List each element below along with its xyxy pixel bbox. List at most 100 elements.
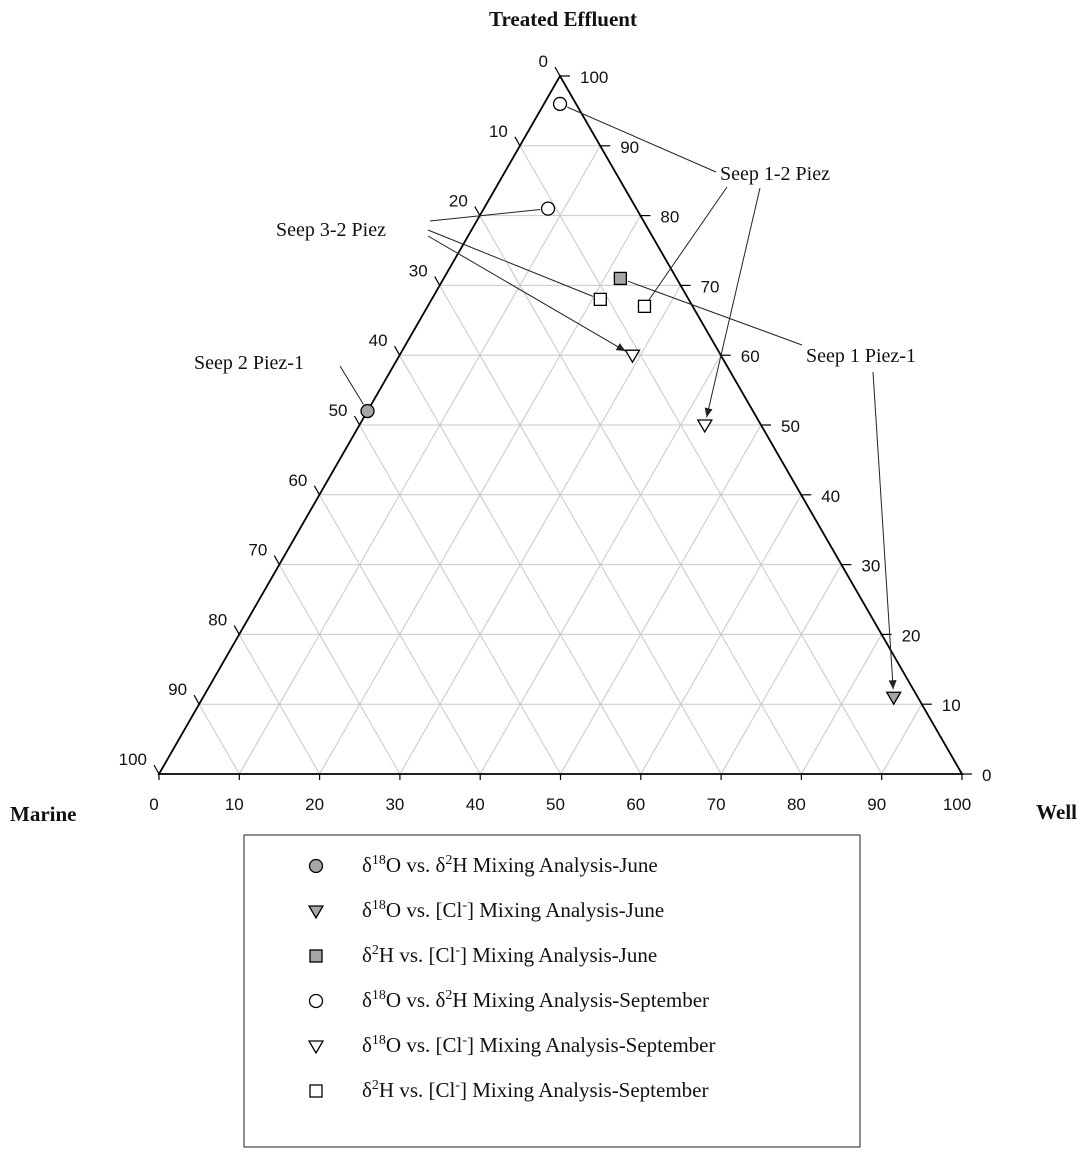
annotation-seep-1-2: Seep 1-2 Piez: [720, 163, 830, 185]
grid-line-well: [720, 564, 842, 775]
leader-line: [648, 186, 728, 301]
grid-line-well: [881, 703, 923, 775]
legend-marker-0: [308, 858, 324, 874]
legend-label-1: δ18O vs. [Cl-] Mixing Analysis-June: [362, 898, 664, 922]
grid-line-well: [640, 494, 802, 775]
tick-label-left: 40: [369, 331, 388, 350]
grid-lines: [198, 145, 923, 775]
tick-label-right: 100: [580, 68, 608, 87]
leader-arrowhead: [704, 407, 713, 418]
legend-label-0: δ18O vs. δ2H Mixing Analysis-June: [362, 853, 658, 877]
tick-left: [233, 625, 240, 635]
tick-label-left: 60: [288, 471, 307, 490]
tick-left: [153, 764, 160, 775]
tick-label-left: 50: [329, 401, 348, 420]
tick-label-right: 30: [861, 557, 880, 576]
data-point-series-3: [540, 201, 556, 216]
tick-label-bottom: 10: [225, 795, 244, 814]
leader-line: [627, 280, 803, 346]
tick-left: [394, 345, 401, 356]
tick-label-bottom: 50: [546, 795, 565, 814]
tick-label-bottom: 30: [385, 795, 404, 814]
data-point-series-2: [613, 271, 628, 286]
tick-left: [554, 66, 561, 77]
axis-ticks: 0 0 0 10 10 10 20 20 20 30 30 30 40 40 40 50 50 50 60 60 60 7…: [119, 52, 992, 814]
tick-label-right: 40: [821, 487, 840, 506]
grid-line-well: [800, 634, 883, 775]
tick-left: [273, 555, 280, 565]
legend-label-2: δ2H vs. [Cl-] Mixing Analysis-June: [362, 943, 657, 967]
legend-marker-5: [309, 1084, 323, 1098]
tick-left: [434, 276, 441, 286]
tick-label-right: 70: [701, 277, 720, 296]
leader-line: [706, 187, 761, 418]
tick-left: [313, 485, 320, 496]
grid-line-marine: [439, 285, 722, 775]
tick-label-left: 100: [119, 750, 147, 769]
data-point-series-3: [552, 96, 568, 112]
tick-label-right: 10: [942, 696, 961, 715]
legend-label-3: δ18O vs. δ2H Mixing Analysis-September: [362, 988, 709, 1012]
leader-line: [339, 365, 364, 405]
grid-line-marine: [198, 703, 240, 775]
data-point-series-0: [360, 403, 375, 419]
tick-label-left: 80: [208, 610, 227, 629]
tick-label-right: 90: [620, 138, 639, 157]
tick-label-left: 30: [409, 261, 428, 280]
tick-left: [474, 206, 481, 216]
annotation-labels: Seep 1-2 Piez Seep 3-2 Piez Seep 2 Piez-…: [194, 163, 916, 374]
grid-line-marine: [238, 634, 321, 775]
grid-line-well: [238, 145, 601, 775]
tick-label-left: 10: [489, 122, 508, 141]
legend-marker-4: [307, 1040, 325, 1055]
grid-line-well: [560, 424, 762, 775]
tick-label-bottom: 90: [867, 795, 886, 814]
leader-line: [427, 229, 594, 297]
leader-arrowhead: [615, 343, 626, 352]
legend-label-4: δ18O vs. [Cl-] Mixing Analysis-September: [362, 1033, 716, 1057]
tick-label-right: 0: [982, 766, 991, 785]
top-axis-label: Treated Effluent: [489, 7, 637, 31]
left-axis-label: Marine: [10, 802, 76, 826]
tick-label-right: 20: [902, 626, 921, 645]
legend-box: [243, 834, 861, 1148]
leader-arrowhead: [888, 680, 897, 690]
data-point-series-4: [624, 349, 641, 364]
tick-label-bottom: 100: [943, 795, 971, 814]
tick-left: [353, 415, 361, 426]
tick-label-right: 50: [781, 417, 800, 436]
tick-label-bottom: 0: [149, 795, 158, 814]
grid-line-well: [399, 285, 682, 775]
tick-label-bottom: 40: [466, 795, 485, 814]
leader-line: [872, 371, 894, 690]
grid-line-marine: [519, 145, 883, 775]
annotation-seep-1-piez-1: Seep 1 Piez-1: [806, 345, 916, 367]
tick-label-bottom: 70: [707, 795, 726, 814]
annotation-seep-2-piez-1: Seep 2 Piez-1: [194, 352, 304, 374]
legend-marker-2: [309, 949, 323, 963]
data-point-series-4: [696, 419, 713, 434]
leader-line: [567, 106, 717, 173]
annotation-leaders: [339, 106, 897, 690]
leader-line: [429, 208, 541, 222]
tick-label-left: 90: [168, 680, 187, 699]
data-point-series-1: [885, 691, 902, 706]
tick-label-left: 20: [449, 192, 468, 211]
legend-label-5: δ2H vs. [Cl-] Mixing Analysis-September: [362, 1078, 709, 1102]
tick-label-right: 80: [660, 208, 679, 227]
data-point-series-5: [593, 292, 607, 307]
tick-left: [514, 136, 521, 147]
leader-line: [427, 235, 626, 352]
tick-label-left: 0: [539, 52, 548, 71]
legend: δ18O vs. δ2H Mixing Analysis-June δ18O vs…: [243, 834, 861, 1148]
annotation-seep-3-2: Seep 3-2 Piez: [276, 219, 386, 241]
legend-marker-1: [307, 905, 325, 920]
grid-line-marine: [278, 564, 401, 775]
tick-label-bottom: 80: [787, 795, 806, 814]
tick-left: [193, 694, 200, 705]
grid-line-marine: [359, 424, 561, 775]
grid-line-marine: [318, 494, 481, 775]
tick-label-bottom: 20: [305, 795, 324, 814]
tick-label-bottom: 60: [626, 795, 645, 814]
